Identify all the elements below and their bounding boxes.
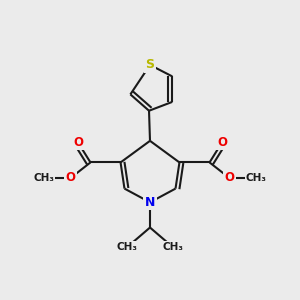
Text: CH₃: CH₃	[246, 173, 267, 183]
Text: O: O	[73, 136, 83, 149]
Text: CH₃: CH₃	[117, 242, 138, 252]
Text: S: S	[146, 58, 154, 71]
Text: CH₃: CH₃	[162, 242, 183, 252]
Text: CH₃: CH₃	[33, 173, 54, 183]
Text: O: O	[217, 136, 227, 149]
Text: N: N	[145, 196, 155, 209]
Text: O: O	[224, 171, 234, 184]
Text: O: O	[66, 171, 76, 184]
